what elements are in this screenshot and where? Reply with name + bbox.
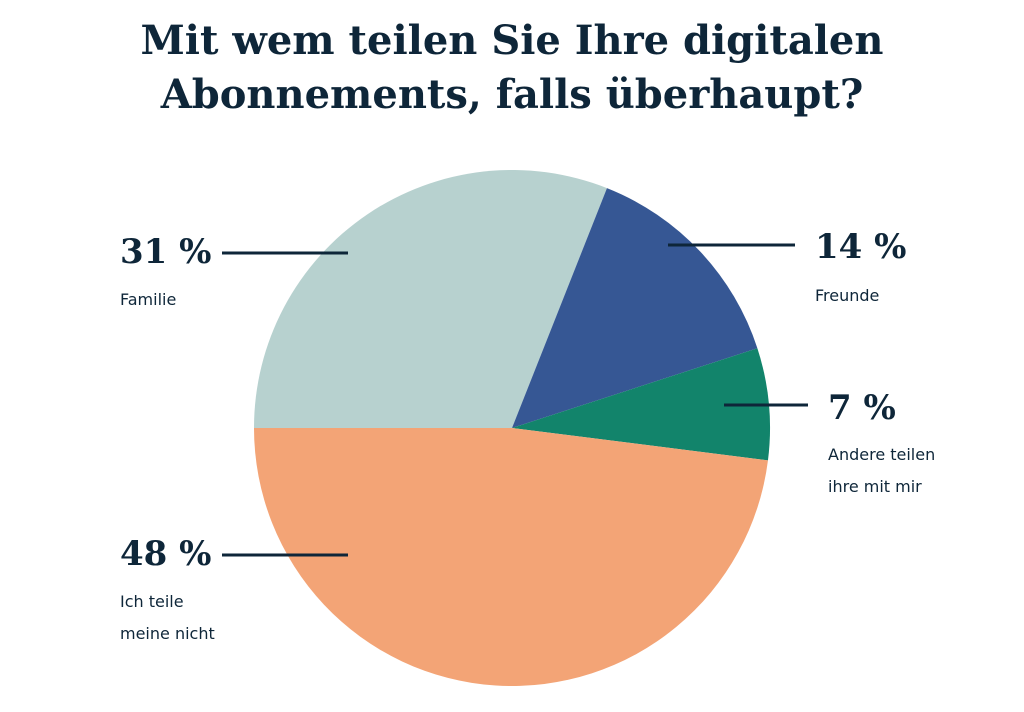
category-label-freunde: Freunde: [815, 280, 879, 312]
category-label-line: Andere teilen: [828, 445, 936, 464]
category-label-line: ihre mit mir: [828, 477, 922, 496]
category-label-line: Freunde: [815, 286, 880, 305]
value-label-ich-teile: 48 %: [120, 534, 212, 574]
chart-title-line-1: Mit wem teilen Sie Ihre digitalen: [140, 17, 884, 64]
category-label-familie: Familie: [120, 284, 176, 316]
pie-slice-familie: [254, 170, 607, 429]
chart-title-line-2: Abonnements, falls überhaupt?: [160, 71, 864, 118]
pie-slice-andere: [512, 348, 770, 461]
pie-slice-freunde: [512, 188, 758, 428]
category-label-line: Familie: [120, 290, 177, 309]
value-label-familie: 31 %: [120, 232, 212, 272]
category-label-line: Ich teile: [120, 592, 184, 611]
value-label-freunde: 14 %: [815, 227, 907, 267]
pie-slice-ich-teile: [254, 428, 768, 686]
chart-title: Mit wem teilen Sie Ihre digitalen Abonne…: [0, 14, 1024, 122]
category-label-line: meine nicht: [120, 624, 215, 643]
category-label-ich-teile: Ich teile meine nicht: [120, 586, 215, 650]
value-label-andere: 7 %: [828, 388, 896, 428]
category-label-andere: Andere teilen ihre mit mir: [828, 439, 935, 503]
